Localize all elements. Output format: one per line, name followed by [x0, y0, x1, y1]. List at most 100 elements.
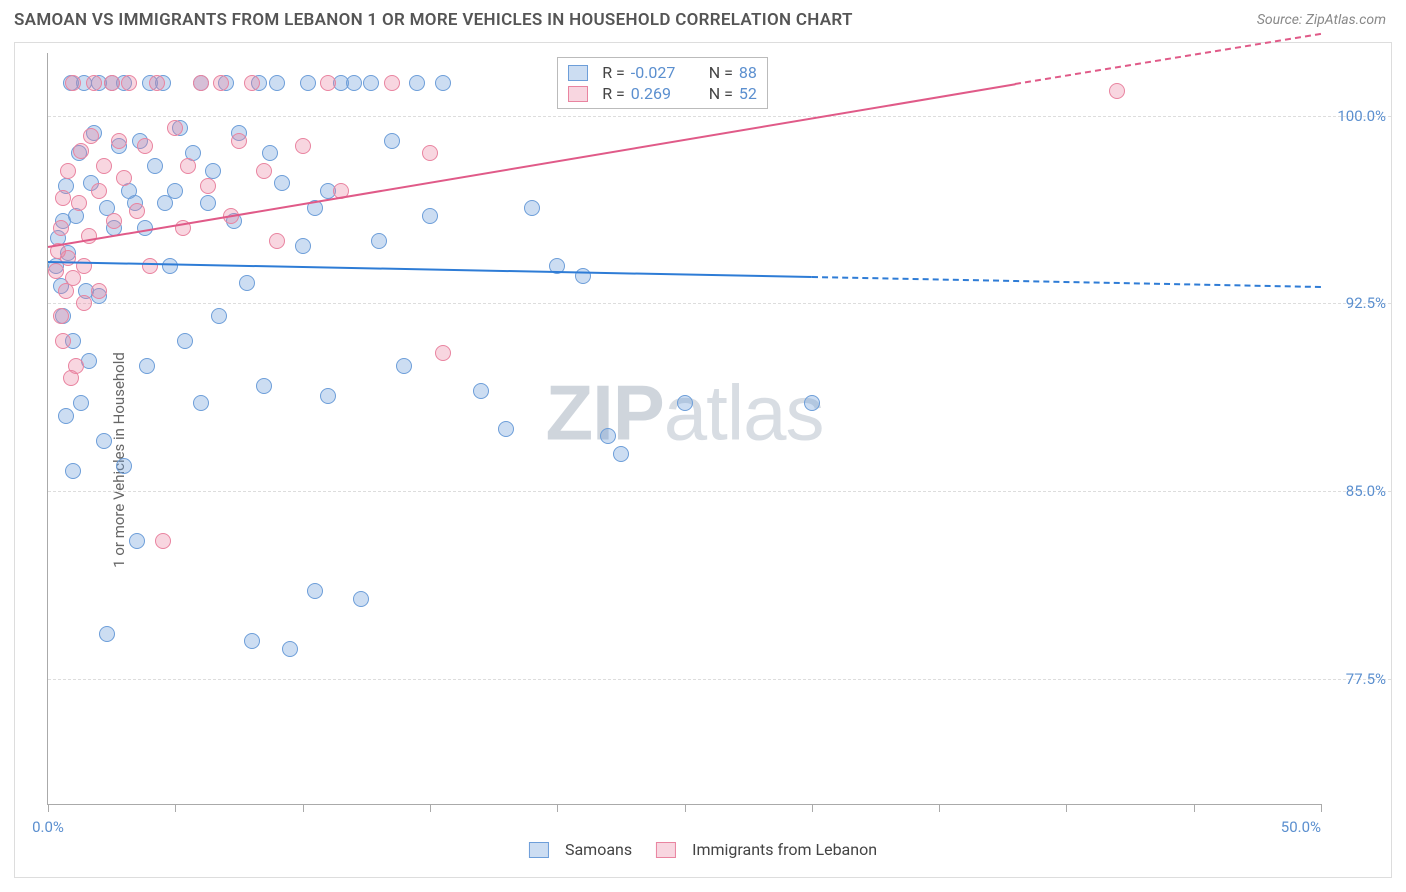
- scatter-point: [193, 395, 209, 411]
- y-tick-label: 92.5%: [1346, 294, 1386, 312]
- y-tick-label: 85.0%: [1346, 482, 1386, 500]
- scatter-point: [155, 533, 171, 549]
- scatter-point: [48, 263, 64, 279]
- x-tick: [557, 804, 558, 812]
- scatter-point: [55, 333, 71, 349]
- chart-source: Source: ZipAtlas.com: [1257, 12, 1386, 28]
- scatter-point: [213, 75, 229, 91]
- scatter-point: [677, 395, 693, 411]
- scatter-point: [422, 145, 438, 161]
- legend-swatch-icon: [656, 842, 676, 858]
- x-tick: [1321, 804, 1322, 812]
- scatter-point: [104, 75, 120, 91]
- scatter-point: [320, 75, 336, 91]
- scatter-point: [575, 268, 591, 284]
- scatter-point: [1109, 83, 1125, 99]
- x-tick: [939, 804, 940, 812]
- x-tick-label: 50.0%: [1281, 818, 1321, 836]
- scatter-point: [96, 433, 112, 449]
- scatter-point: [83, 128, 99, 144]
- gridline-y: [48, 303, 1391, 304]
- scatter-point: [307, 583, 323, 599]
- scatter-point: [244, 633, 260, 649]
- scatter-point: [346, 75, 362, 91]
- scatter-point: [53, 220, 69, 236]
- scatter-point: [384, 133, 400, 149]
- watermark: ZIPatlas: [545, 368, 823, 459]
- scatter-point: [256, 378, 272, 394]
- scatter-point: [55, 190, 71, 206]
- scatter-point: [422, 208, 438, 224]
- trend-line: [1015, 33, 1321, 85]
- scatter-point: [111, 133, 127, 149]
- scatter-point: [262, 145, 278, 161]
- y-tick-label: 77.5%: [1346, 670, 1386, 688]
- x-tick: [48, 804, 49, 812]
- scatter-point: [200, 178, 216, 194]
- scatter-point: [295, 238, 311, 254]
- scatter-point: [193, 75, 209, 91]
- scatter-point: [53, 308, 69, 324]
- scatter-point: [121, 75, 137, 91]
- scatter-point: [73, 395, 89, 411]
- legend-label: Samoans: [565, 840, 632, 859]
- legend-item-samoans: Samoans: [529, 840, 632, 859]
- scatter-point: [613, 446, 629, 462]
- scatter-point: [282, 641, 298, 657]
- scatter-point: [129, 533, 145, 549]
- x-tick-label: 0.0%: [32, 818, 64, 836]
- scatter-point: [91, 183, 107, 199]
- scatter-point: [116, 458, 132, 474]
- x-tick: [1194, 804, 1195, 812]
- scatter-point: [71, 195, 87, 211]
- scatter-point: [274, 175, 290, 191]
- scatter-point: [76, 258, 92, 274]
- scatter-point: [91, 283, 107, 299]
- scatter-point: [86, 75, 102, 91]
- scatter-point: [129, 203, 145, 219]
- scatter-point: [68, 358, 84, 374]
- scatter-point: [167, 120, 183, 136]
- correlation-legend-row: R = 0.269 N = 52: [568, 83, 757, 104]
- scatter-point: [435, 345, 451, 361]
- scatter-point: [435, 75, 451, 91]
- scatter-point: [396, 358, 412, 374]
- scatter-point: [205, 163, 221, 179]
- gridline-y: [48, 491, 1391, 492]
- x-tick: [685, 804, 686, 812]
- scatter-point: [211, 308, 227, 324]
- scatter-point: [804, 395, 820, 411]
- plot-area: ZIPatlas 100.0%92.5%85.0%77.5%0.0%50.0%R…: [47, 53, 1321, 805]
- scatter-point: [149, 75, 165, 91]
- scatter-point: [137, 138, 153, 154]
- scatter-point: [58, 408, 74, 424]
- scatter-point: [231, 133, 247, 149]
- scatter-point: [498, 421, 514, 437]
- gridline-y: [48, 679, 1391, 680]
- scatter-point: [106, 213, 122, 229]
- scatter-point: [200, 195, 216, 211]
- correlation-legend-row: R = -0.027 N = 88: [568, 62, 757, 83]
- scatter-point: [384, 75, 400, 91]
- chart-header: SAMOAN VS IMMIGRANTS FROM LEBANON 1 OR M…: [0, 0, 1406, 36]
- scatter-point: [65, 463, 81, 479]
- scatter-point: [269, 233, 285, 249]
- series-legend: Samoans Immigrants from Lebanon: [529, 840, 877, 859]
- scatter-point: [295, 138, 311, 154]
- scatter-point: [524, 200, 540, 216]
- trend-line: [812, 276, 1321, 288]
- scatter-point: [473, 383, 489, 399]
- x-tick: [430, 804, 431, 812]
- chart-container: 1 or more Vehicles in Household ZIPatlas…: [14, 42, 1392, 878]
- scatter-point: [99, 626, 115, 642]
- scatter-point: [142, 258, 158, 274]
- scatter-point: [239, 275, 255, 291]
- scatter-point: [320, 388, 336, 404]
- scatter-point: [244, 75, 260, 91]
- legend-swatch-icon: [568, 65, 588, 81]
- scatter-point: [363, 75, 379, 91]
- scatter-point: [139, 358, 155, 374]
- legend-label: Immigrants from Lebanon: [692, 840, 877, 859]
- x-tick: [175, 804, 176, 812]
- scatter-point: [256, 163, 272, 179]
